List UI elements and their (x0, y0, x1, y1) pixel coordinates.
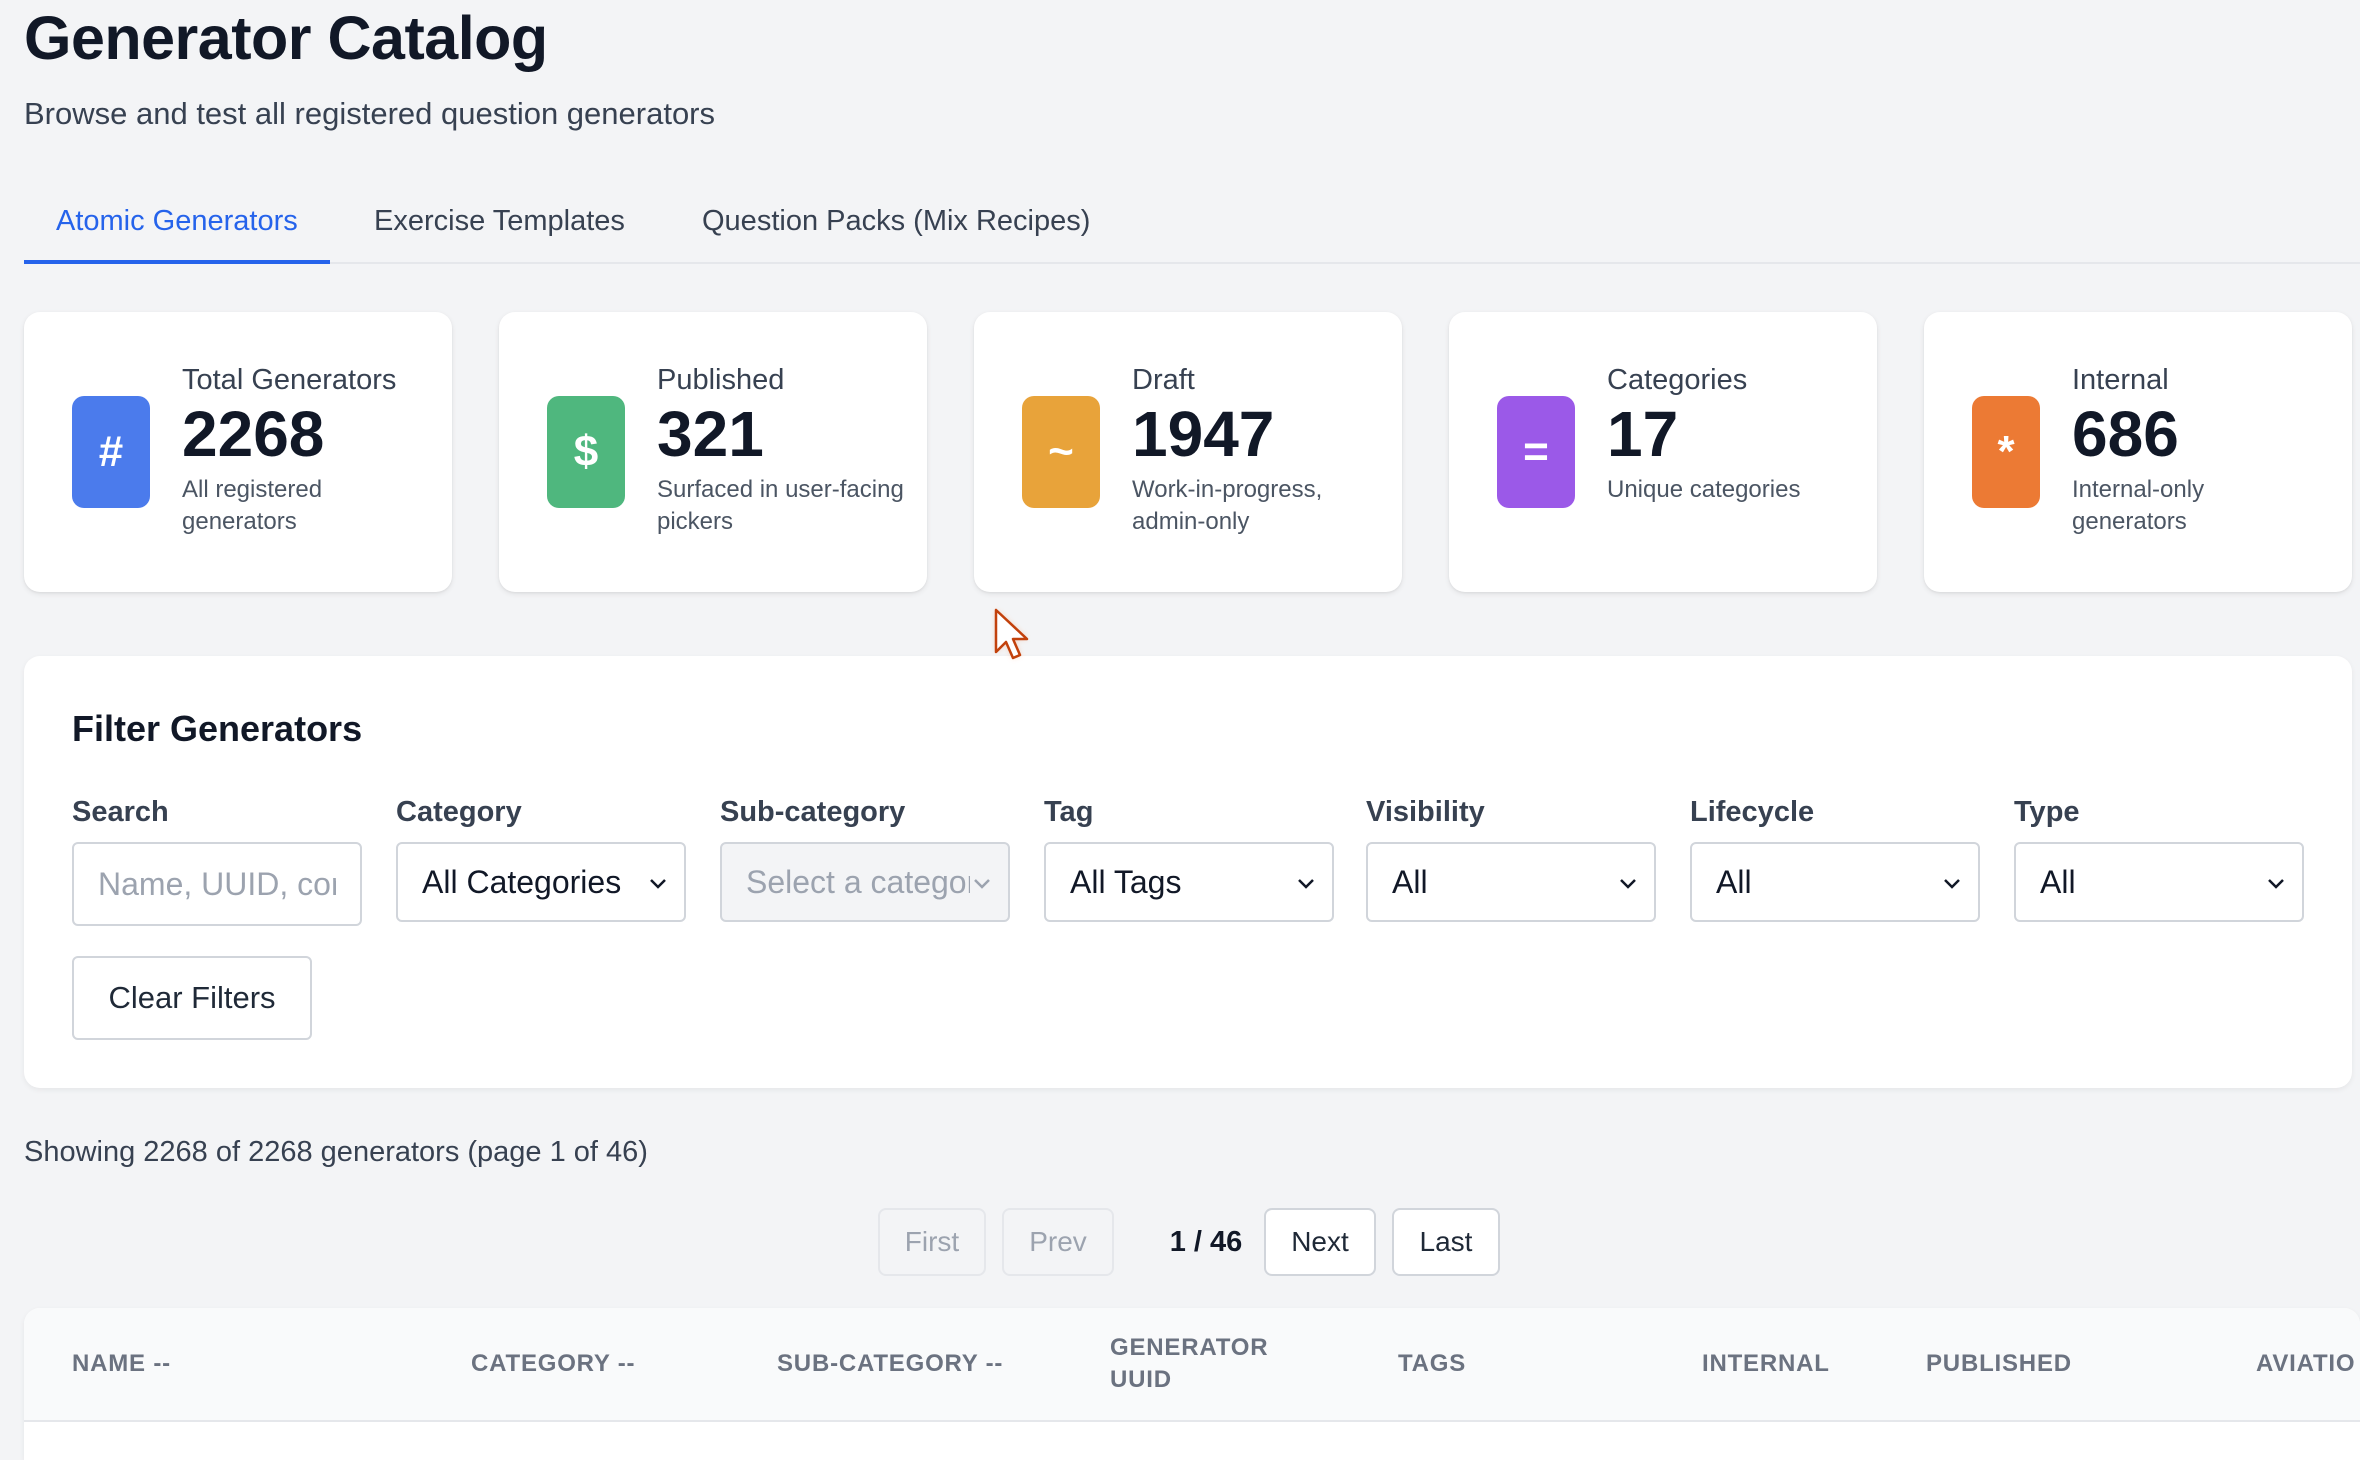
stat-value: 17 (1607, 398, 1679, 470)
subcategory-select-value: Select a category (746, 863, 994, 900)
category-label: Category (396, 796, 522, 828)
mouse-cursor-icon (994, 608, 1029, 660)
chevron-down-icon (970, 868, 994, 900)
page-subtitle: Browse and test all registered question … (24, 96, 716, 131)
type-select-value: All (2040, 863, 2076, 900)
stat-description: Surfaced in user-facing pickers (657, 476, 904, 535)
column-header-name[interactable]: NAME -- (72, 1350, 171, 1377)
stat-description: All registered generators (182, 476, 323, 535)
prev-page-button[interactable]: Prev (1002, 1208, 1114, 1276)
table-header: NAME -- CATEGORY -- SUB-CATEGORY -- GENE… (24, 1308, 2360, 1422)
visibility-select[interactable]: All (1366, 842, 1656, 922)
tab-question-packs[interactable]: Question Packs (Mix Recipes) (702, 205, 1091, 237)
lifecycle-select-value: All (1716, 863, 1752, 900)
tag-select[interactable]: All Tags (1044, 842, 1334, 922)
search-label: Search (72, 796, 169, 828)
category-field: Category All Categories (396, 794, 688, 922)
visibility-label: Visibility (1366, 796, 1485, 828)
column-header-subcategory[interactable]: SUB-CATEGORY -- (777, 1350, 1004, 1377)
column-header-aviation: AVIATIO (2256, 1350, 2356, 1377)
stat-card-draft: ~ Draft 1947 Work-in-progress, admin-onl… (974, 312, 1402, 592)
subcategory-field: Sub-category Select a category (720, 794, 1012, 922)
column-header-internal: INTERNAL (1702, 1350, 1830, 1377)
stat-label: Published (657, 364, 785, 396)
column-header-published: PUBLISHED (1926, 1350, 2072, 1377)
chevron-down-icon (1298, 879, 1314, 889)
type-select[interactable]: All (2014, 842, 2304, 922)
tag-label: Tag (1044, 796, 1094, 828)
generators-table: NAME -- CATEGORY -- SUB-CATEGORY -- GENE… (24, 1308, 2360, 1460)
stat-card-published: $ Published 321 Surfaced in user-facing … (499, 312, 927, 592)
page-title: Generator Catalog (24, 4, 548, 72)
page-indicator: 1 / 46 (1169, 1225, 1243, 1258)
search-field: Search (72, 794, 364, 926)
chevron-down-icon (1944, 879, 1960, 889)
tab-bar: Atomic Generators Exercise Templates Que… (24, 196, 2360, 264)
type-field: Type All (2014, 794, 2306, 922)
chevron-down-icon (2268, 879, 2284, 889)
clear-filters-button[interactable]: Clear Filters (72, 956, 312, 1040)
results-summary: Showing 2268 of 2268 generators (page 1 … (24, 1136, 648, 1168)
subcategory-label: Sub-category (720, 796, 906, 828)
chevron-down-icon (650, 879, 666, 889)
subcategory-select[interactable]: Select a category (720, 842, 1010, 922)
category-select[interactable]: All Categories (396, 842, 686, 922)
stat-value: 321 (657, 398, 764, 470)
visibility-select-value: All (1392, 863, 1428, 900)
type-label: Type (2014, 796, 2080, 828)
lifecycle-label: Lifecycle (1690, 796, 1815, 828)
stat-value: 2268 (182, 398, 325, 470)
stat-description: Unique categories (1607, 476, 1801, 503)
tab-atomic-generators[interactable]: Atomic Generators (24, 196, 330, 264)
chevron-down-icon (1620, 879, 1636, 889)
stat-label: Draft (1132, 364, 1195, 396)
filter-title: Filter Generators (72, 708, 363, 749)
column-header-category[interactable]: CATEGORY -- (471, 1350, 636, 1377)
column-header-generator-uuid: GENERATOR UUID (1110, 1334, 1269, 1393)
tag-select-value: All Tags (1070, 863, 1182, 900)
stat-card-total-generators: # Total Generators 2268 All registered g… (24, 312, 452, 592)
stat-card-categories: = Categories 17 Unique categories (1449, 312, 1877, 592)
stat-description: Internal-only generators (2072, 476, 2205, 535)
last-page-button[interactable]: Last (1392, 1208, 1500, 1276)
first-page-button[interactable]: First (878, 1208, 986, 1276)
next-page-button[interactable]: Next (1264, 1208, 1376, 1276)
visibility-field: Visibility All (1366, 794, 1658, 922)
lifecycle-field: Lifecycle All (1690, 794, 1982, 922)
tab-exercise-templates[interactable]: Exercise Templates (374, 205, 625, 237)
lifecycle-select[interactable]: All (1690, 842, 1980, 922)
category-select-value: All Categories (422, 863, 622, 900)
search-input[interactable] (72, 842, 362, 926)
stat-card-internal: * Internal 686 Internal-only generators (1924, 312, 2352, 592)
filter-panel: Filter Generators Search Category All Ca… (24, 656, 2352, 1088)
stat-label: Categories (1607, 364, 1748, 396)
stat-description: Work-in-progress, admin-only (1132, 476, 1323, 535)
column-header-tags: TAGS (1398, 1350, 1467, 1377)
tag-field: Tag All Tags (1044, 794, 1336, 922)
tilde-icon: ~ (1022, 396, 1100, 508)
stat-value: 1947 (1132, 398, 1275, 470)
equals-icon: = (1497, 396, 1575, 508)
hash-icon: # (72, 396, 150, 508)
stat-value: 686 (2072, 398, 2179, 470)
asterisk-icon: * (1972, 396, 2040, 508)
stat-label: Total Generators (182, 364, 397, 396)
dollar-icon: $ (547, 396, 625, 508)
stat-label: Internal (2072, 364, 2169, 396)
